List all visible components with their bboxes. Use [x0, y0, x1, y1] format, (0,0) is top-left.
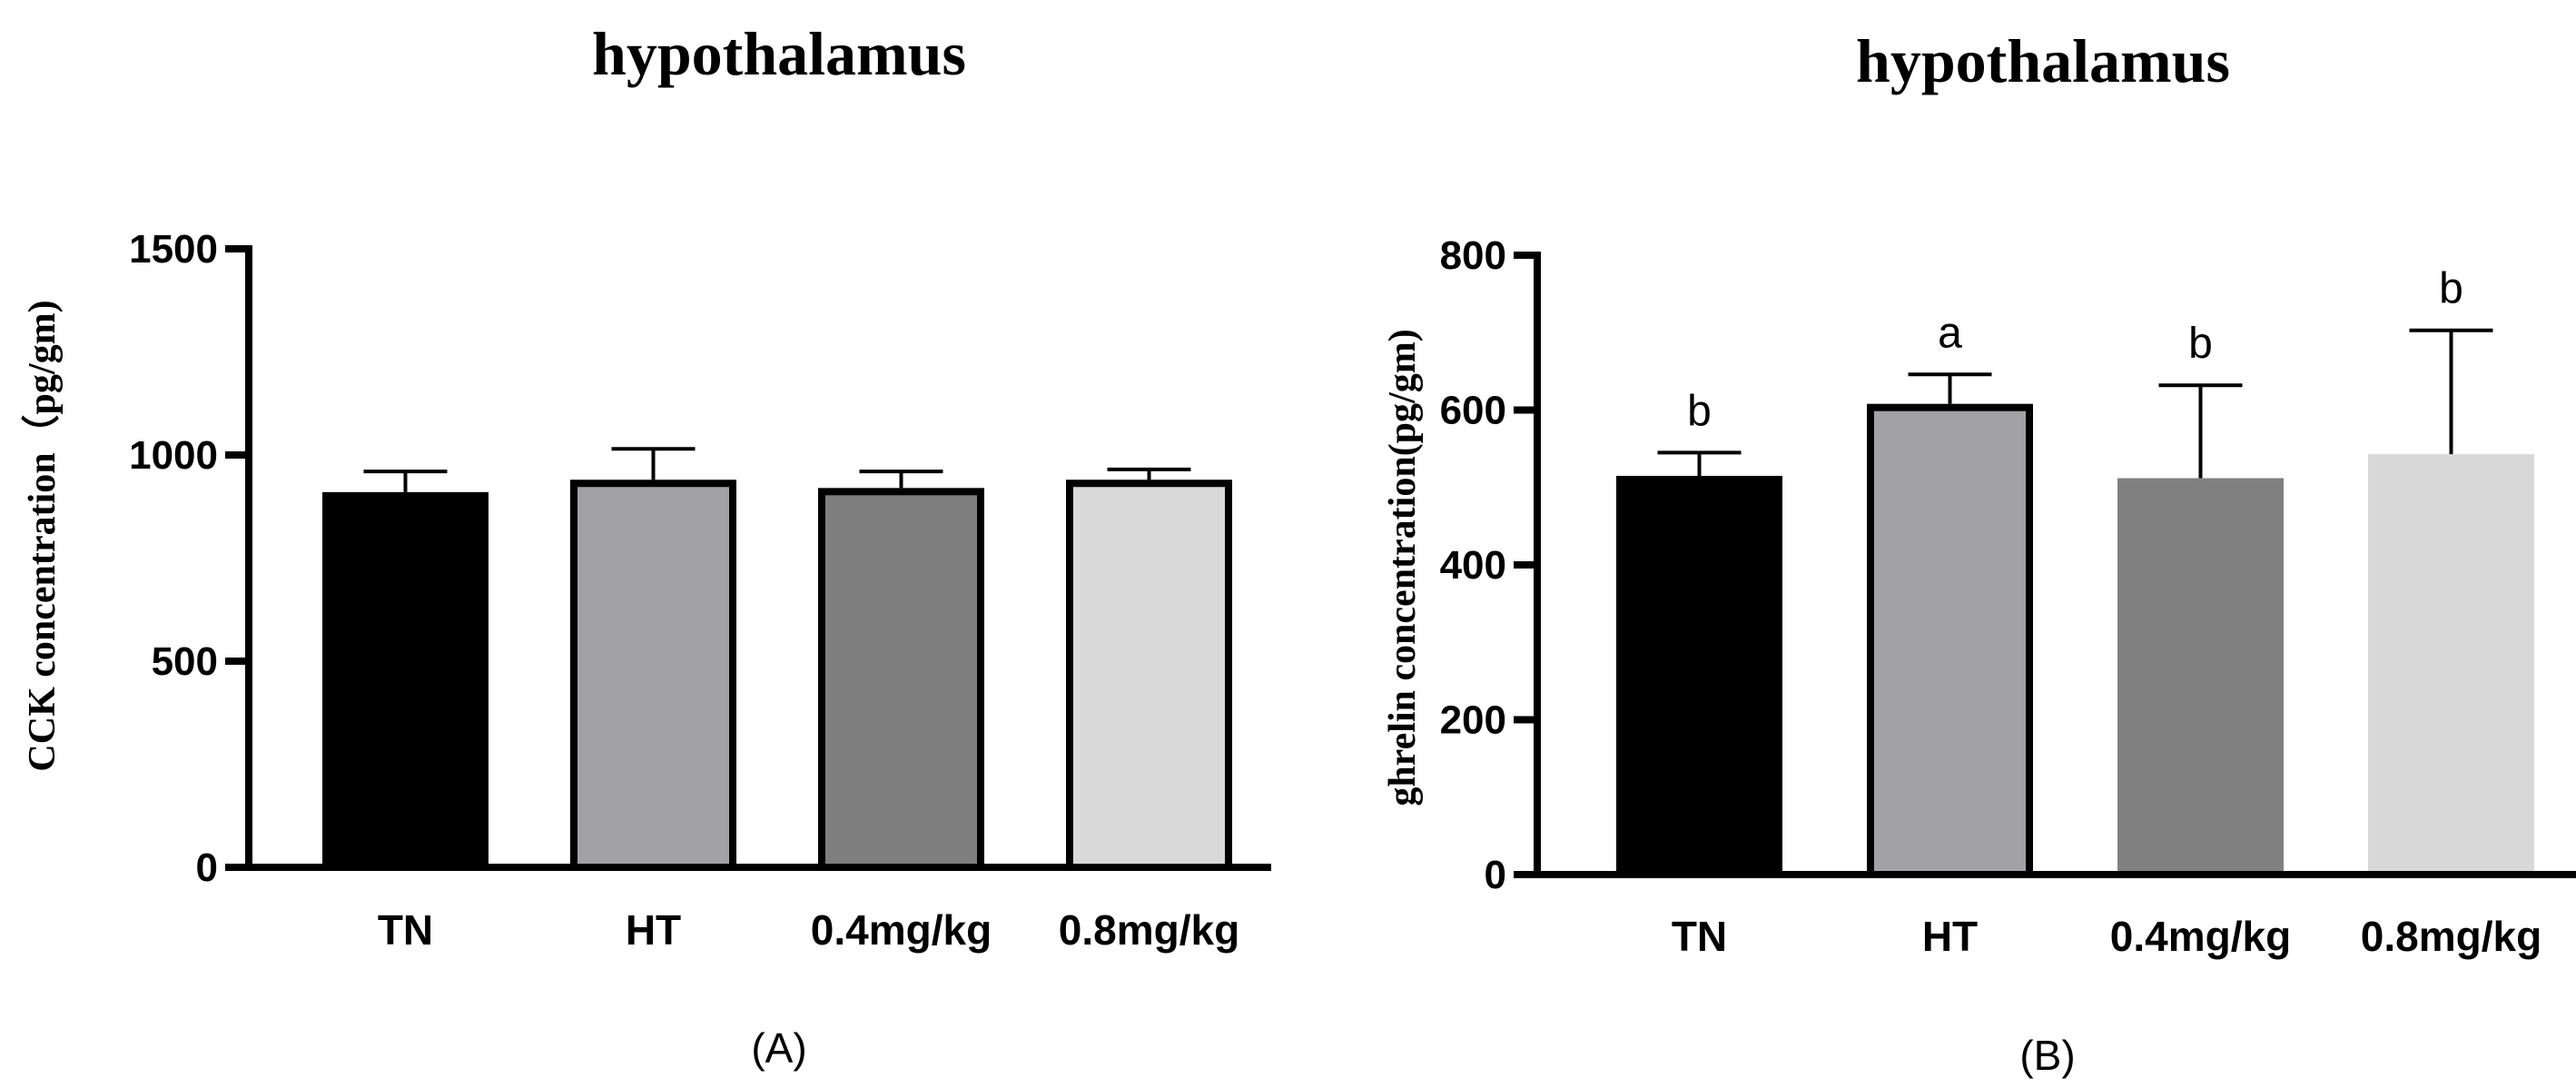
panel-b-bar-3: [2117, 478, 2284, 875]
panel-b-ytick-label: 200: [1440, 698, 1506, 743]
panel-a-category-label-4: 0.8mg/kg: [1059, 906, 1239, 954]
panel-b-ytick-label: 600: [1440, 389, 1506, 433]
panel-b-category-label-4: 0.8mg/kg: [2361, 913, 2541, 960]
panel-a-error-bar-2: [611, 447, 696, 480]
panel-b-significance-label-2: a: [1938, 309, 1962, 357]
panel-a-bar-3: [818, 488, 984, 871]
panel-a-label: (A): [751, 1024, 806, 1072]
panel-a-ytick-label: 1000: [129, 433, 218, 478]
panel-b-bar-2: [1867, 403, 2033, 878]
panel-b-ghrelin-chart: hypothalamus ghrelin concentration(pg/gm…: [1382, 26, 2576, 1079]
panel-b-bar-4: [2368, 454, 2534, 875]
panel-b-error-bar-1: [1657, 450, 1742, 476]
panel-b-category-label-3: 0.4mg/kg: [2110, 913, 2291, 960]
panel-a-bar-2: [570, 480, 736, 871]
panel-b-ytick-label: 400: [1440, 543, 1506, 588]
panel-a-error-bar-3: [859, 470, 943, 489]
panel-b-significance-label-1: b: [1687, 387, 1712, 435]
panel-b-error-bar-3: [2158, 383, 2243, 479]
panel-b-ytick-label: 800: [1440, 233, 1506, 278]
panel-a-bar-1: [322, 491, 489, 871]
panel-a-bar-4: [1066, 480, 1232, 871]
panel-b-category-label-2: HT: [1922, 913, 1978, 960]
panel-a-cck-chart: hypothalamus CCK concentration（pg/gm) 0 5…: [21, 19, 1271, 1072]
panel-b-error-bar-2: [1908, 372, 1992, 404]
panel-b-label: (B): [2019, 1032, 2075, 1079]
panel-a-error-bar-1: [363, 470, 448, 492]
panel-b-significance-label-4: b: [2439, 265, 2463, 313]
panel-b-y-axis-label: ghrelin concentration(pg/gm): [1382, 329, 1424, 806]
panel-b-error-bar-4: [2409, 328, 2493, 455]
panel-b-ytick-label: 0: [1485, 853, 1506, 897]
panel-a-error-bar-4: [1107, 467, 1191, 480]
panel-a-category-label-2: HT: [626, 906, 681, 954]
panel-a-category-label-3: 0.4mg/kg: [811, 906, 992, 954]
panel-b-title: hypothalamus: [1856, 26, 2230, 95]
panel-a-y-axis-label: CCK concentration（pg/gm): [21, 300, 64, 771]
panel-a-category-label-1: TN: [378, 906, 433, 954]
panel-b-significance-label-3: b: [2188, 320, 2213, 368]
panel-a-ytick-label: 0: [196, 846, 218, 890]
panel-a-ytick-label: 500: [152, 639, 218, 684]
panel-a-title: hypothalamus: [592, 19, 966, 88]
panel-b-bar-1: [1616, 475, 1782, 879]
panel-a-ytick-label: 1500: [129, 227, 218, 272]
panel-b-category-label-1: TN: [1672, 913, 1727, 960]
